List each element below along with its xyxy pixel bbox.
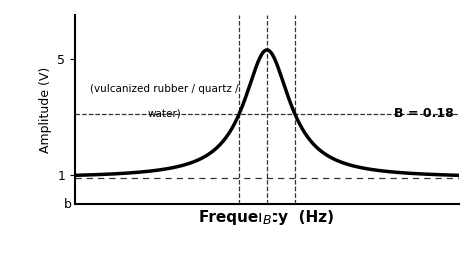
Y-axis label: Amplitude (V): Amplitude (V) [39,67,52,153]
Text: water): water) [148,108,182,118]
X-axis label: Frequency  (Hz): Frequency (Hz) [200,210,335,225]
Text: (vulcanized rubber / quartz /: (vulcanized rubber / quartz / [91,84,239,93]
Text: B = 0.18: B = 0.18 [394,107,454,120]
Text: b: b [64,198,72,211]
Text: $B$: $B$ [262,214,272,227]
